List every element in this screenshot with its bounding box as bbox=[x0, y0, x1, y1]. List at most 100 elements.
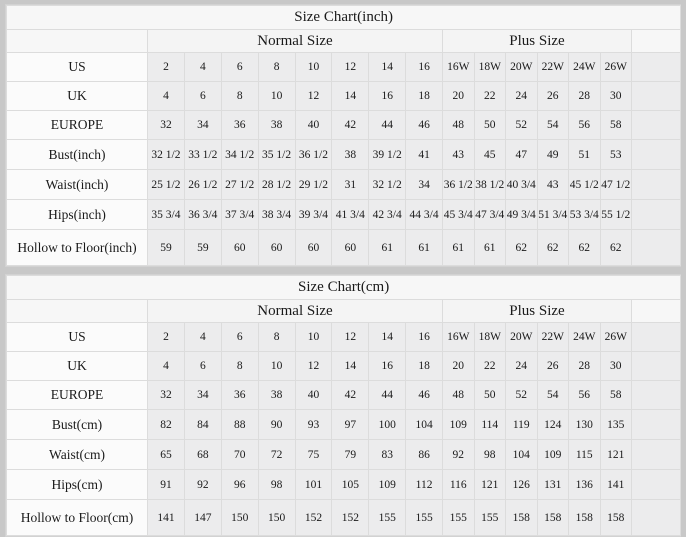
table-cell: 26W bbox=[599, 52, 632, 82]
table-cell: 52 bbox=[505, 380, 538, 410]
table-cell: 27 1/2 bbox=[220, 169, 259, 200]
table-cell: 8 bbox=[257, 322, 296, 352]
table-row: Hollow to Floor(cm) 141 147 150 150 152 152 155… bbox=[6, 499, 682, 536]
table-cell: 41 3/4 bbox=[331, 199, 370, 230]
table-cell: 121 bbox=[599, 439, 632, 470]
table-row: UK 4 6 8 10 12 14 16 18 20 22 24 26 28 30 bbox=[6, 351, 682, 381]
table-cell: 130 bbox=[568, 409, 601, 440]
table-cell: 46 bbox=[405, 110, 443, 140]
table-cell: 31 bbox=[331, 169, 370, 200]
table-cell: 24 bbox=[505, 351, 538, 381]
table-cell-spacer bbox=[630, 499, 682, 536]
table-cell: 152 bbox=[331, 499, 370, 536]
table-cell: 16 bbox=[368, 81, 407, 111]
chart-title: Size Chart(cm) bbox=[5, 275, 682, 300]
group-header-corner bbox=[6, 29, 148, 53]
table-cell: 98 bbox=[257, 469, 296, 500]
table-cell-spacer bbox=[630, 439, 682, 470]
table-cell: 22W bbox=[536, 52, 569, 82]
table-cell: 33 1/2 bbox=[183, 139, 222, 170]
table-cell: 40 bbox=[294, 110, 333, 140]
table-cell: 150 bbox=[220, 499, 259, 536]
table-cell: 51 3/4 bbox=[536, 199, 569, 230]
table-cell: 104 bbox=[405, 409, 443, 440]
table-cell: 92 bbox=[183, 469, 222, 500]
group-header-row: Normal Size Plus Size bbox=[6, 299, 682, 323]
table-cell: 45 bbox=[473, 139, 506, 170]
table-cell: 55 1/2 bbox=[599, 199, 632, 230]
table-cell: 28 bbox=[568, 351, 601, 381]
table-cell: 62 bbox=[599, 229, 632, 266]
table-cell: 158 bbox=[568, 499, 601, 536]
table-cell-spacer bbox=[630, 169, 682, 200]
table-row: Hollow to Floor(inch) 59 59 60 60 60 60 61 61 61 6… bbox=[6, 229, 682, 266]
table-cell: 18 bbox=[405, 81, 443, 111]
table-row: US 2 4 6 8 10 12 14 16 16W 18W 20W 22W 24W 26W bbox=[6, 52, 682, 82]
table-cell: 40 bbox=[294, 380, 333, 410]
table-cell-spacer bbox=[630, 139, 682, 170]
table-cell: 54 bbox=[536, 380, 569, 410]
table-cell: 58 bbox=[599, 380, 632, 410]
table-cell: 109 bbox=[536, 439, 569, 470]
table-cell: 158 bbox=[599, 499, 632, 536]
table-cell: 30 bbox=[599, 351, 632, 381]
table-cell: 32 1/2 bbox=[368, 169, 407, 200]
table-cell: 114 bbox=[473, 409, 506, 440]
table-cell: 60 bbox=[331, 229, 370, 266]
table-cell: 45 3/4 bbox=[442, 199, 475, 230]
table-cell: 84 bbox=[183, 409, 222, 440]
table-cell: 158 bbox=[505, 499, 538, 536]
table-cell: 49 3/4 bbox=[505, 199, 538, 230]
table-cell: 22 bbox=[473, 351, 506, 381]
table-cell: 35 3/4 bbox=[147, 199, 185, 230]
table-cell: 28 bbox=[568, 81, 601, 111]
row-label: Bust(cm) bbox=[6, 409, 148, 440]
row-label: UK bbox=[6, 81, 148, 111]
row-label: EUROPE bbox=[6, 380, 148, 410]
size-chart-table-inch: Size Chart(inch) Normal Size Plus Size US 2 4… bbox=[5, 5, 682, 266]
table-cell: 101 bbox=[294, 469, 333, 500]
table-cell: 34 bbox=[183, 380, 222, 410]
group-header-row: Normal Size Plus Size bbox=[6, 29, 682, 53]
table-cell: 20 bbox=[442, 351, 475, 381]
table-cell: 131 bbox=[536, 469, 569, 500]
table-cell: 39 1/2 bbox=[368, 139, 407, 170]
table-cell: 49 bbox=[536, 139, 569, 170]
table-cell: 12 bbox=[331, 52, 370, 82]
table-cell: 50 bbox=[473, 380, 506, 410]
table-cell: 61 bbox=[442, 229, 475, 266]
table-cell: 12 bbox=[294, 81, 333, 111]
table-cell: 14 bbox=[368, 322, 407, 352]
table-cell: 61 bbox=[473, 229, 506, 266]
table-cell: 47 3/4 bbox=[473, 199, 506, 230]
table-cell: 47 1/2 bbox=[599, 169, 632, 200]
row-label: Hollow to Floor(inch) bbox=[6, 229, 148, 266]
table-row: UK 4 6 8 10 12 14 16 18 20 22 24 26 28 30 bbox=[6, 81, 682, 111]
table-cell: 119 bbox=[505, 409, 538, 440]
table-row: Bust(inch) 32 1/2 33 1/2 34 1/2 35 1/2 36 1/2… bbox=[6, 139, 682, 170]
table-cell: 136 bbox=[568, 469, 601, 500]
size-chart-table-cm: Size Chart(cm) Normal Size Plus Size US 2 4 6 8… bbox=[5, 275, 682, 536]
table-cell: 75 bbox=[294, 439, 333, 470]
table-cell-spacer bbox=[630, 351, 682, 381]
table-cell: 10 bbox=[257, 81, 296, 111]
table-cell: 20W bbox=[505, 52, 538, 82]
table-cell: 34 bbox=[183, 110, 222, 140]
table-row: EUROPE 32 34 36 38 40 42 44 46 48 50 52 54 56 58 bbox=[6, 380, 682, 410]
table-cell: 46 bbox=[405, 380, 443, 410]
table-cell: 58 bbox=[599, 110, 632, 140]
table-row: Bust(cm) 82 84 88 90 93 97 100 104 109 114 119 124 13… bbox=[6, 409, 682, 440]
table-cell: 90 bbox=[257, 409, 296, 440]
table-cell: 150 bbox=[257, 499, 296, 536]
table-cell: 158 bbox=[536, 499, 569, 536]
table-cell: 16 bbox=[368, 351, 407, 381]
table-row: Waist(cm) 65 68 70 72 75 79 83 86 92 98 104 109 115 12… bbox=[6, 439, 682, 470]
table-cell: 2 bbox=[147, 322, 185, 352]
chart-title-row: Size Chart(cm) bbox=[5, 275, 682, 300]
table-cell: 104 bbox=[505, 439, 538, 470]
table-cell: 8 bbox=[220, 81, 259, 111]
table-cell: 16W bbox=[442, 52, 475, 82]
table-cell: 96 bbox=[220, 469, 259, 500]
table-cell: 14 bbox=[368, 52, 407, 82]
table-cell: 44 bbox=[368, 380, 407, 410]
